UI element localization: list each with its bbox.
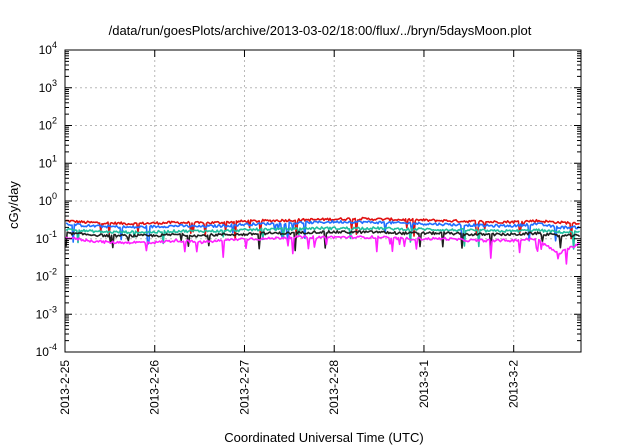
y-tick-label-base: 10: [39, 119, 53, 133]
y-tick-label-exponent: 4: [52, 40, 57, 50]
x-tick-label: 2013-3-1: [417, 360, 431, 408]
y-tick-label-base: 10: [36, 307, 50, 321]
y-tick-label: 104: [39, 40, 57, 57]
grid: [65, 50, 581, 352]
x-tick-label: 2013-2-28: [327, 360, 341, 415]
y-tick-label: 10-3: [36, 304, 57, 321]
series-line-3: [65, 226, 581, 250]
chart-title: /data/run/goesPlots/archive/2013-03-02/1…: [109, 23, 532, 38]
y-tick-label: 100: [39, 191, 57, 208]
x-axis: 2013-2-25 2013-2-26 2013-2-27 2013-2-28 2013…: [58, 50, 521, 415]
plot-series: [65, 216, 581, 265]
x-tick-label: 2013-2-26: [148, 360, 162, 415]
y-tick-label-exponent: 0: [52, 191, 57, 201]
y-axis-title: cGy/day: [6, 181, 21, 229]
y-tick-label-base: 10: [39, 194, 53, 208]
x-tick-label: 2013-2-25: [58, 360, 72, 415]
y-tick-label: 102: [39, 116, 57, 133]
y-tick-label-base: 10: [36, 270, 50, 284]
y-tick-label-exponent: -4: [49, 342, 57, 352]
series-line-5: [65, 235, 580, 265]
y-tick-label-exponent: 3: [52, 78, 57, 88]
y-tick-label: 10-1: [36, 229, 57, 246]
y-tick-label-exponent: 1: [52, 153, 57, 163]
series-line-1: [65, 216, 581, 241]
x-tick-label: 2013-2-27: [237, 360, 251, 415]
y-tick-label-base: 10: [39, 156, 53, 170]
y-tick-label: 10-4: [36, 342, 57, 359]
y-tick-label-exponent: 2: [52, 116, 57, 126]
y-tick-label-base: 10: [36, 232, 50, 246]
y-tick-label-base: 10: [39, 43, 53, 57]
y-tick-label-base: 10: [36, 345, 50, 359]
y-tick-label: 10-2: [36, 267, 57, 284]
y-tick-label: 101: [39, 153, 57, 170]
y-tick-label-exponent: -1: [49, 229, 57, 239]
x-axis-title: Coordinated Universal Time (UTC): [224, 430, 423, 445]
x-tick-label: 2013-3-2: [507, 360, 521, 408]
y-tick-label-exponent: -3: [49, 304, 57, 314]
y-tick-label-exponent: -2: [49, 267, 57, 277]
plot-frame: [64, 49, 582, 353]
y-tick-label-base: 10: [39, 81, 53, 95]
series-line-4: [65, 230, 581, 252]
series-line-2: [65, 219, 581, 246]
y-tick-label: 103: [39, 78, 57, 95]
